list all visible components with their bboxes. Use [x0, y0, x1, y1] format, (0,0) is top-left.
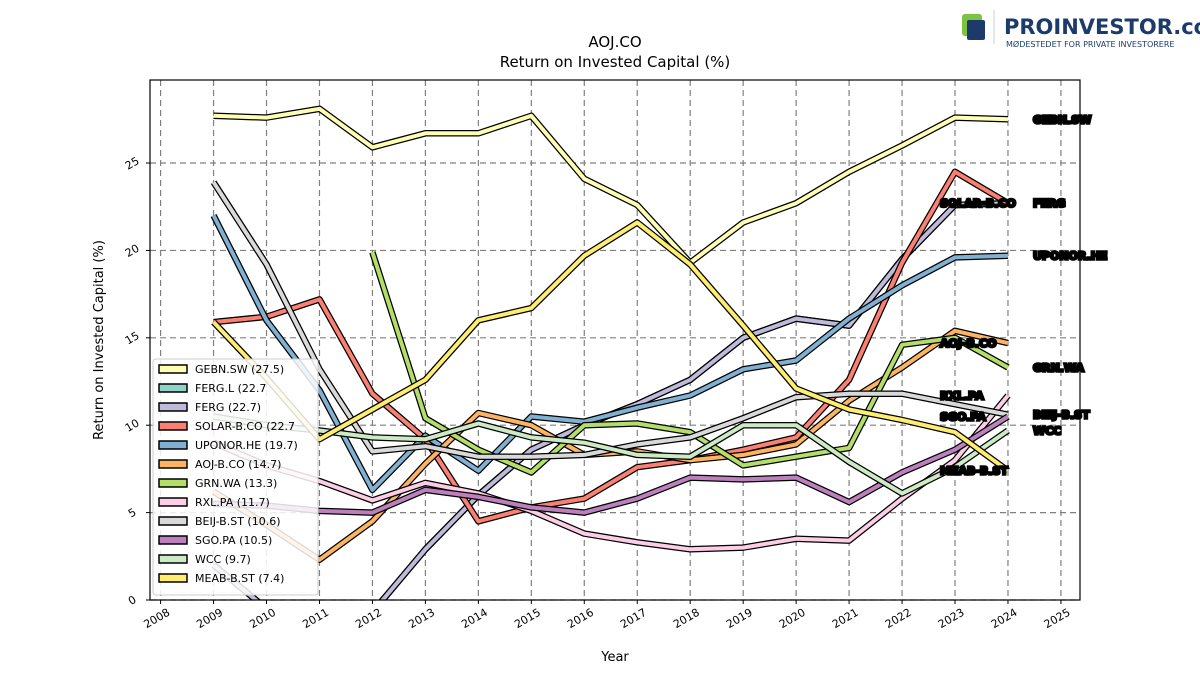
legend-swatch [158, 402, 188, 412]
line [212, 220, 1010, 473]
legend-label: RXL.PA (11.7) [195, 496, 270, 509]
chart-title: AOJ.CO [588, 33, 641, 51]
logo: PROINVESTOR.com MØDESTEDET FOR PRIVATE I… [962, 10, 1200, 49]
legend-swatch [158, 459, 188, 469]
end-labels: GEBN.SW FERG SOLAR-B.CO UPONOR.HE AOJ-B.CO GR… [939, 112, 1109, 479]
end-label: WCC [1033, 424, 1061, 437]
legend-label: BEIJ-B.ST (10.6) [195, 515, 281, 528]
plot-frame [149, 79, 1081, 601]
legend-label: SOLAR-B.CO (22.7 [195, 420, 295, 433]
y-tick-label: 15 [123, 329, 142, 347]
legend-label: GEBN.SW (27.5) [195, 363, 284, 376]
logo-tagline: MØDESTEDET FOR PRIVATE INVESTORERE [1006, 39, 1174, 49]
logo-brand: PROINVESTOR.com [1004, 15, 1200, 39]
legend-swatch [158, 535, 188, 545]
legend-label: UPONOR.HE (19.7) [195, 439, 298, 452]
end-label: GRN.WA [1033, 362, 1085, 375]
end-label: AOJ-B.CO [940, 337, 997, 350]
legend-box [152, 358, 319, 596]
end-label: RXL.PA [940, 389, 984, 402]
line [212, 394, 1010, 552]
y-tick-label: 25 [123, 154, 142, 172]
x-axis-label: Year [600, 650, 629, 665]
legend-label: SGO.PA (10.5) [195, 534, 272, 547]
legend-label: MEAB-B.ST (7.4) [195, 572, 284, 585]
end-label: SGO.PA [940, 410, 986, 423]
end-label: BEIJ-B.ST [1033, 409, 1090, 422]
legend-label: GRN.WA (13.3) [195, 477, 277, 490]
legend-swatch [158, 554, 188, 564]
end-label: UPONOR.HE [1033, 250, 1107, 263]
end-label: GEBN.SW [1033, 113, 1091, 126]
legend-swatch [158, 440, 188, 450]
legend-swatch [158, 478, 188, 488]
logo-icon-back [967, 20, 985, 40]
end-label: FERG [1033, 197, 1066, 210]
plot-lines [210, 105, 1011, 600]
line [213, 169, 1010, 524]
y-tick-label: 20 [123, 242, 142, 260]
legend-label: FERG (22.7) [195, 401, 261, 414]
legend-swatch [158, 421, 188, 431]
legend-swatch [158, 516, 188, 526]
legend-swatch [158, 383, 188, 393]
y-axis-label: Return on Invested Capital (%) [92, 240, 107, 440]
legend-swatch [158, 573, 188, 583]
end-label: MEAB-B.ST [940, 465, 1008, 478]
legend-swatch [158, 364, 188, 374]
legend-swatch [158, 497, 188, 507]
line [213, 414, 1010, 515]
y-tick-label: 10 [123, 417, 142, 435]
end-label: SOLAR-B.CO [940, 197, 1016, 210]
legend-label: AOJ-B.CO (14.7) [195, 458, 281, 471]
line [370, 251, 1009, 475]
legend-label: FERG.L (22.7 [195, 382, 266, 395]
chart-subtitle: Return on Invested Capital (%) [500, 53, 731, 71]
line [213, 106, 1009, 265]
line [213, 414, 1010, 496]
legend-label: WCC (9.7) [195, 553, 251, 566]
line [211, 214, 1009, 492]
legend: GEBN.SW (27.5) FERG.L (22.7 FERG (22.7) SOL… [152, 358, 319, 596]
line [212, 328, 1009, 562]
